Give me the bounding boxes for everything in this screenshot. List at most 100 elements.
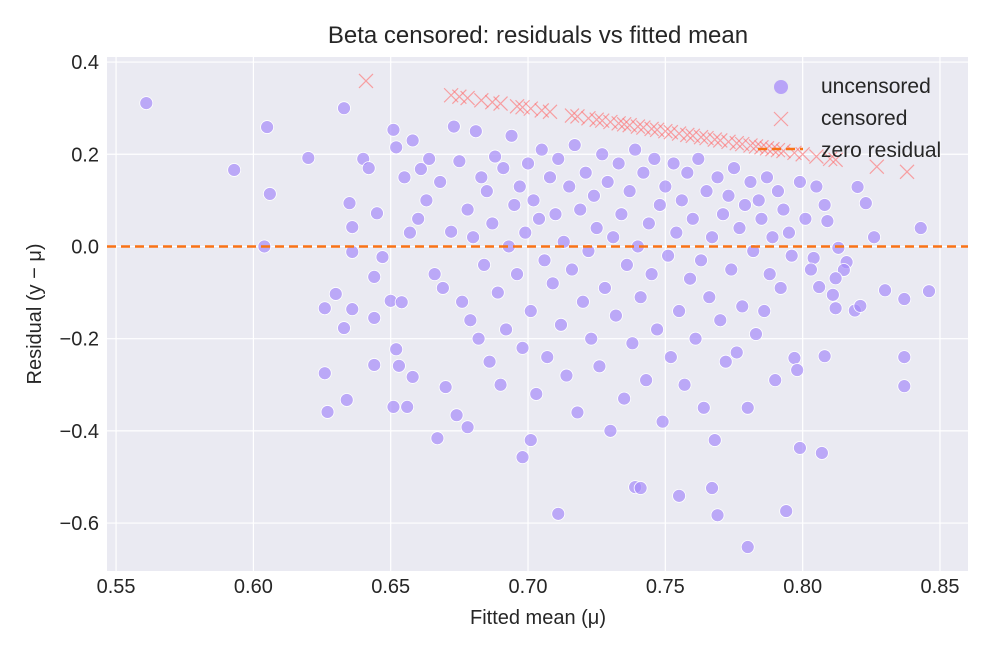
uncensored-point [543, 170, 557, 185]
uncensored-point [688, 331, 703, 346]
uncensored-point [397, 170, 412, 185]
uncensored-point [680, 165, 695, 180]
censored-point [589, 112, 605, 128]
uncensored-point [573, 202, 588, 217]
uncensored-point [669, 225, 684, 240]
uncensored-point [414, 162, 428, 176]
uncensored-point [798, 211, 813, 226]
censored-point [808, 149, 824, 164]
uncensored-point [496, 161, 511, 175]
uncensored-point [804, 262, 818, 277]
uncensored-point [317, 301, 332, 316]
uncensored-point [683, 271, 697, 286]
uncensored-point [537, 253, 552, 268]
uncensored-point [518, 225, 533, 240]
censored-points [358, 73, 915, 180]
uncensored-point [367, 311, 382, 325]
uncensored-point [587, 188, 601, 203]
uncensored-point [515, 450, 530, 465]
uncensored-point [828, 301, 843, 316]
legend: uncensored censored zero residual [758, 75, 941, 162]
x-tick-label: 0.75 [646, 576, 685, 598]
uncensored-point [658, 179, 673, 194]
uncensored-point [614, 207, 629, 222]
legend-uncensored-label: uncensored [821, 75, 931, 98]
y-tick-label: −0.4 [60, 421, 99, 443]
uncensored-point [713, 313, 728, 328]
uncensored-point [479, 184, 494, 199]
uncensored-point [504, 128, 519, 143]
uncensored-point [768, 373, 783, 388]
uncensored-point [776, 202, 791, 217]
uncensored-point [460, 202, 475, 217]
uncensored-point [339, 393, 354, 407]
censored-point [828, 152, 844, 168]
uncensored-point [716, 207, 730, 222]
uncensored-point [485, 216, 500, 231]
uncensored-point [529, 387, 544, 401]
uncensored-point [471, 331, 486, 346]
grid [107, 57, 968, 571]
uncensored-point [438, 380, 453, 394]
uncensored-point [556, 234, 571, 249]
uncensored-point [477, 258, 491, 272]
censored-point [869, 159, 885, 175]
uncensored-point [765, 230, 780, 245]
uncensored-point [370, 206, 384, 221]
uncensored-point [641, 216, 656, 231]
uncensored-point [825, 287, 840, 302]
y-tick-label: 0.0 [71, 236, 99, 258]
uncensored-point [523, 304, 538, 318]
plot-area [107, 57, 968, 571]
legend-censored-marker [773, 111, 789, 127]
censored-point [616, 116, 632, 132]
uncensored-point [433, 175, 448, 189]
uncensored-point [633, 290, 648, 305]
uncensored-point [751, 193, 766, 208]
censored-point [679, 127, 695, 143]
uncensored-point [510, 267, 524, 282]
uncensored-point [897, 292, 912, 306]
uncensored-point [328, 287, 343, 301]
uncensored-point [633, 481, 648, 495]
legend-censored-label: censored [821, 107, 907, 130]
uncensored-point [548, 207, 563, 222]
uncensored-point [732, 221, 747, 235]
censored-point [899, 164, 915, 180]
uncensored-point [452, 154, 467, 169]
uncensored-point [521, 156, 535, 171]
uncensored-point [828, 271, 843, 286]
uncensored-point [793, 441, 807, 455]
uncensored-point [394, 295, 409, 310]
censored-point [693, 129, 709, 145]
uncensored-point [386, 399, 401, 414]
uncensored-point [262, 187, 277, 201]
uncensored-point [392, 358, 406, 373]
uncensored-point [554, 317, 568, 332]
legend-zero-residual-label: zero residual [821, 139, 941, 162]
y-tick-label: −0.2 [60, 329, 99, 351]
uncensored-point [639, 373, 654, 388]
x-tick-label: 0.70 [509, 576, 548, 598]
uncensored-point [534, 142, 549, 157]
uncensored-point [512, 179, 527, 194]
y-tick-label: 0.2 [71, 144, 99, 166]
uncensored-point [515, 340, 530, 355]
uncensored-point [809, 179, 824, 194]
uncensored-point [812, 280, 827, 294]
uncensored-point [773, 281, 788, 295]
uncensored-point [455, 294, 470, 309]
uncensored-point [559, 368, 574, 383]
uncensored-point [589, 221, 604, 235]
uncensored-point [301, 151, 316, 165]
uncensored-point [403, 225, 417, 240]
uncensored-point [422, 151, 437, 166]
uncensored-point [727, 161, 741, 175]
uncensored-point [463, 313, 478, 328]
uncensored-point [793, 175, 807, 189]
uncensored-point [617, 391, 632, 406]
uncensored-point [897, 379, 912, 394]
uncensored-point [685, 211, 700, 226]
uncensored-point [584, 331, 599, 346]
censored-point [707, 132, 723, 147]
